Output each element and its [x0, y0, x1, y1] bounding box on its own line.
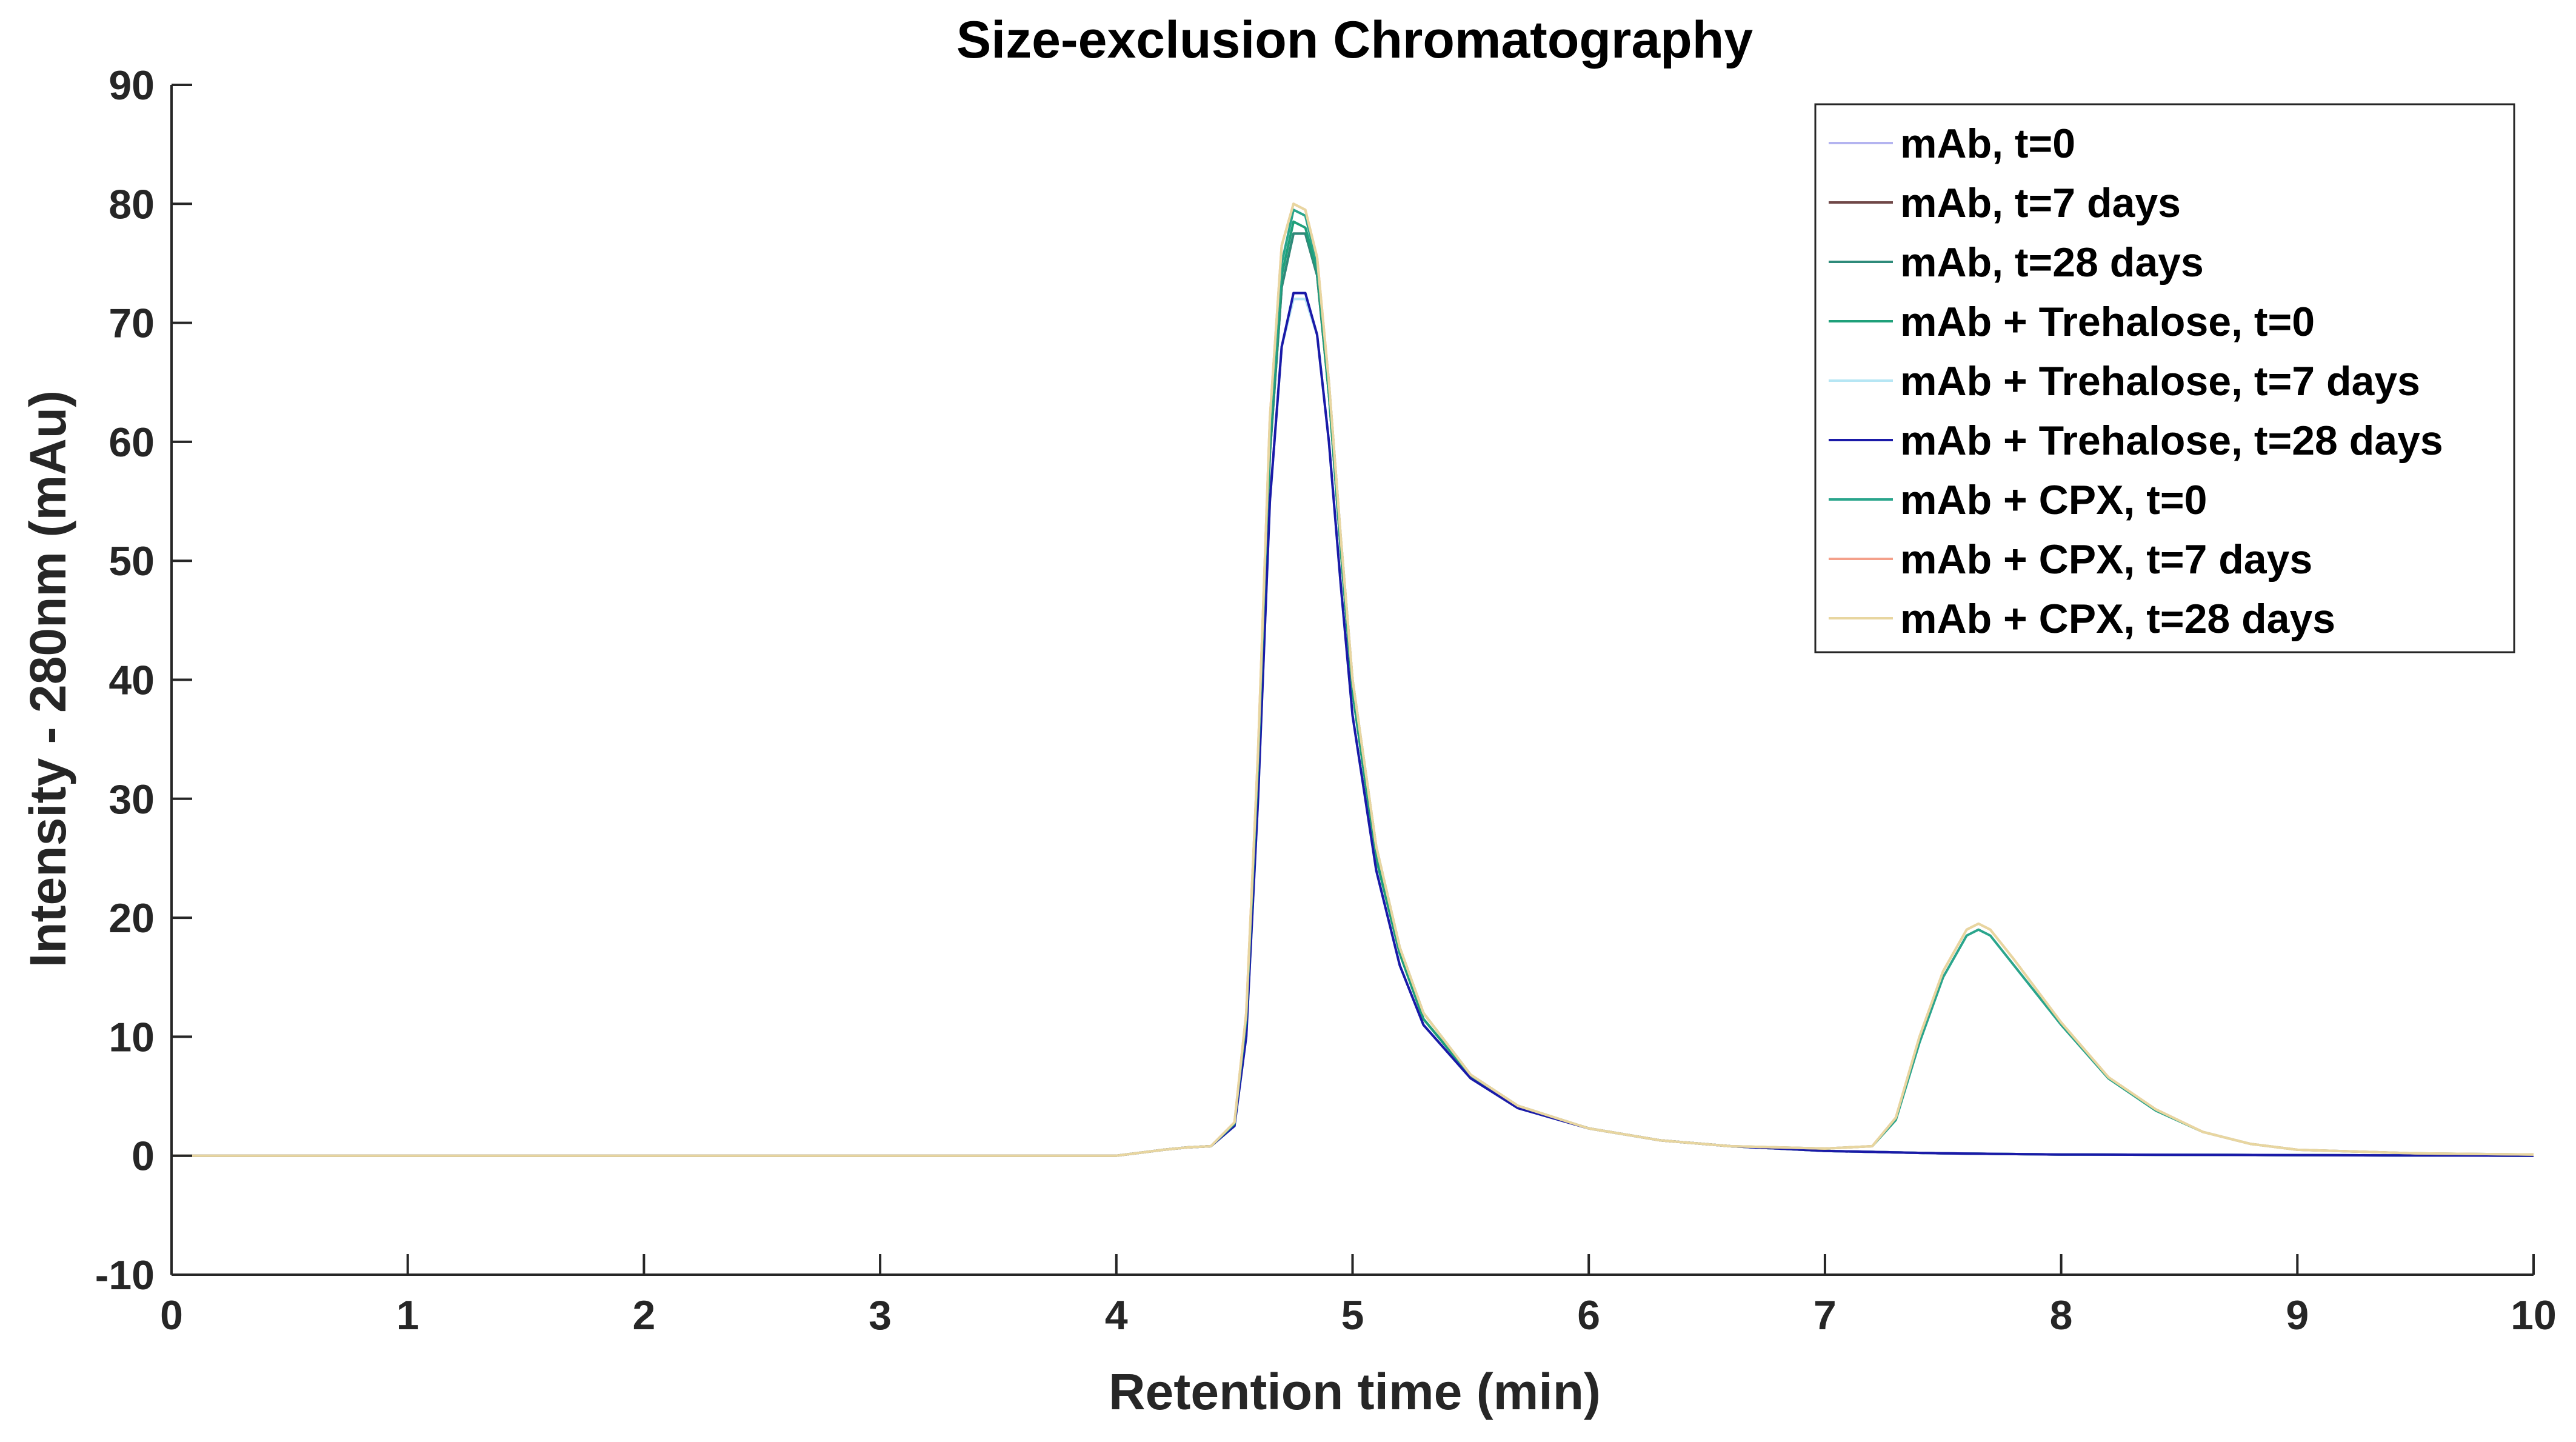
- series-line: [172, 202, 2534, 1157]
- legend-label: mAb + Trehalose, t=0: [1900, 299, 2315, 345]
- x-tick-label: 5: [1341, 1292, 1364, 1338]
- y-tick-label: 80: [108, 181, 155, 227]
- legend: mAb, t=0 mAb, t=7 days mAb, t=28 days mAb +…: [1814, 103, 2515, 653]
- legend-label: mAb, t=28 days: [1900, 239, 2204, 285]
- y-tick-label: 60: [108, 419, 155, 466]
- y-tick-label: 70: [108, 301, 155, 347]
- x-tick-label: 4: [1105, 1292, 1128, 1338]
- y-tick-label: 40: [108, 658, 155, 704]
- x-tick-label: 9: [2286, 1292, 2309, 1338]
- legend-label: mAb, t=0: [1900, 121, 2075, 167]
- y-tick-label: 0: [132, 1133, 155, 1180]
- x-tick-label: 7: [1814, 1292, 1837, 1338]
- legend-label: mAb + CPX, t=7 days: [1900, 536, 2312, 582]
- y-tick-label: 50: [108, 538, 155, 584]
- y-ticks: -10 0 10 20 30 40 50 60 70 80 90: [95, 62, 192, 1298]
- chart-title: Size-exclusion Chromatography: [956, 11, 1753, 69]
- y-tick-label: 20: [108, 895, 155, 941]
- y-tick-label: 30: [108, 776, 155, 823]
- y-tick-label: -10: [95, 1252, 155, 1298]
- legend-label: mAb + CPX, t=28 days: [1900, 596, 2335, 642]
- x-tick-label: 2: [632, 1292, 655, 1338]
- x-axis-label: Retention time (min): [1109, 1363, 1601, 1420]
- x-tick-label: 0: [160, 1292, 183, 1338]
- x-tick-label: 8: [2050, 1292, 2073, 1338]
- x-tick-label: 3: [869, 1292, 892, 1338]
- legend-label: mAb + Trehalose, t=7 days: [1900, 358, 2420, 404]
- series-group: [172, 202, 2534, 1157]
- y-axis-label: Intensity - 280nm (mAu): [19, 390, 76, 967]
- legend-box: [1814, 103, 2515, 653]
- legend-label: mAb + CPX, t=0: [1900, 477, 2207, 523]
- x-tick-label: 1: [396, 1292, 419, 1338]
- x-tick-label: 6: [1577, 1292, 1600, 1338]
- legend-label: mAb, t=7 days: [1900, 180, 2181, 226]
- y-tick-label: 90: [108, 62, 155, 108]
- legend-items: mAb, t=0 mAb, t=7 days mAb, t=28 days mAb +…: [1829, 121, 2443, 642]
- x-tick-label: 10: [2511, 1292, 2557, 1338]
- x-ticks: 0 1 2 3 4 5 6 7 8 9 10: [160, 1254, 2557, 1338]
- y-tick-label: 10: [108, 1014, 155, 1060]
- legend-label: mAb + Trehalose, t=28 days: [1900, 418, 2443, 464]
